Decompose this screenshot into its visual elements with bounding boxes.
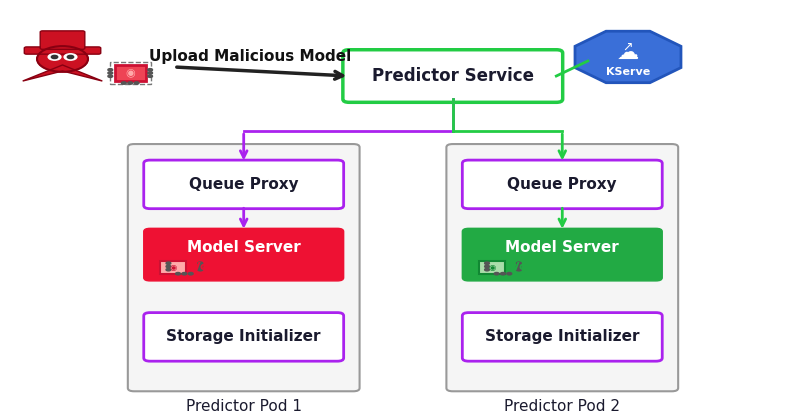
FancyBboxPatch shape (115, 65, 146, 81)
Text: ◉: ◉ (169, 263, 177, 272)
FancyBboxPatch shape (160, 261, 186, 274)
Text: KServe: KServe (606, 67, 650, 77)
Circle shape (484, 265, 489, 267)
Text: Volume Mount: Volume Mount (192, 262, 282, 272)
Polygon shape (575, 31, 681, 83)
Circle shape (64, 54, 77, 60)
FancyBboxPatch shape (24, 47, 101, 54)
Circle shape (166, 262, 171, 265)
Circle shape (37, 46, 88, 72)
Circle shape (516, 268, 521, 271)
Circle shape (121, 82, 126, 84)
Text: Storage Initializer: Storage Initializer (485, 329, 639, 344)
Circle shape (176, 272, 180, 275)
Text: Predictor Service: Predictor Service (372, 67, 534, 85)
FancyBboxPatch shape (128, 144, 359, 391)
FancyBboxPatch shape (40, 31, 85, 50)
Circle shape (516, 262, 521, 265)
Circle shape (484, 262, 489, 265)
Circle shape (134, 82, 139, 84)
Circle shape (108, 69, 113, 71)
Circle shape (198, 262, 203, 265)
FancyBboxPatch shape (144, 312, 343, 361)
FancyBboxPatch shape (479, 261, 504, 274)
FancyBboxPatch shape (462, 160, 662, 209)
Circle shape (516, 265, 521, 267)
Polygon shape (22, 65, 103, 81)
Text: Model Server: Model Server (505, 240, 619, 255)
Circle shape (500, 272, 505, 275)
Text: Predictor Pod 2: Predictor Pod 2 (504, 399, 620, 414)
Circle shape (128, 82, 132, 84)
Text: ◉: ◉ (125, 68, 135, 78)
Circle shape (148, 72, 152, 74)
Text: ◉: ◉ (488, 263, 496, 272)
Text: Queue Proxy: Queue Proxy (189, 177, 298, 192)
Circle shape (108, 72, 113, 74)
FancyBboxPatch shape (343, 50, 563, 102)
Text: Upload Malicious Model: Upload Malicious Model (148, 50, 350, 64)
FancyBboxPatch shape (144, 228, 343, 281)
FancyBboxPatch shape (462, 228, 662, 281)
Circle shape (198, 268, 203, 271)
Circle shape (148, 75, 152, 77)
FancyBboxPatch shape (144, 160, 343, 209)
Circle shape (51, 55, 58, 59)
FancyBboxPatch shape (447, 144, 678, 391)
Text: Storage Initializer: Storage Initializer (167, 329, 321, 344)
Circle shape (67, 55, 74, 59)
Circle shape (494, 272, 499, 275)
Circle shape (166, 265, 171, 267)
Circle shape (484, 268, 489, 271)
Text: Volume Mount: Volume Mount (511, 262, 601, 272)
Circle shape (108, 75, 113, 77)
Circle shape (507, 272, 512, 275)
Text: ↗: ↗ (622, 40, 634, 53)
Text: ☁: ☁ (617, 43, 639, 63)
FancyBboxPatch shape (462, 312, 662, 361)
Circle shape (166, 268, 171, 271)
Circle shape (148, 69, 152, 71)
Text: Model Server: Model Server (187, 240, 301, 255)
Text: Queue Proxy: Queue Proxy (508, 177, 617, 192)
Circle shape (188, 272, 193, 275)
Circle shape (182, 272, 187, 275)
Text: Predictor Pod 1: Predictor Pod 1 (186, 399, 302, 414)
Circle shape (198, 265, 203, 267)
Circle shape (48, 54, 61, 60)
